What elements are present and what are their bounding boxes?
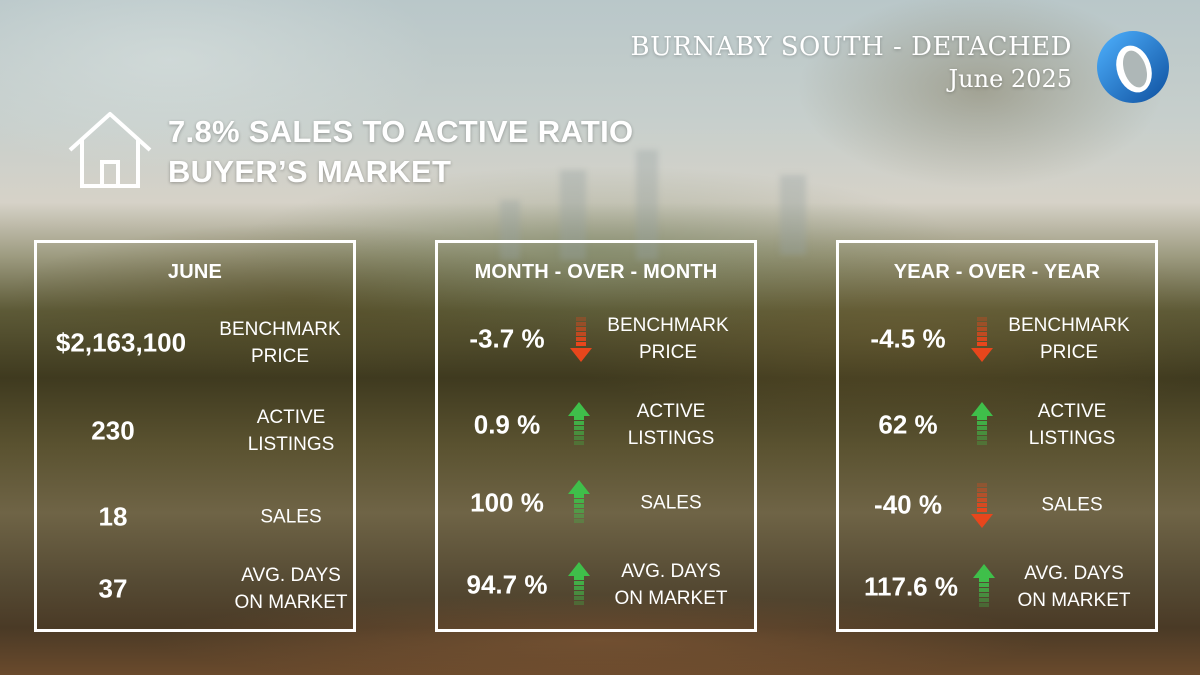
metric-row-benchmark-price: -4.5 % BENCHMARK PRICE: [839, 309, 1155, 369]
metric-value: 37: [98, 573, 128, 604]
metric-row-active-listings: 0.9 % ACTIVE LISTINGS: [438, 395, 754, 455]
panel-heading: YEAR - OVER - YEAR: [893, 261, 1101, 283]
metric-row-sales: -40 % SALES: [839, 475, 1155, 535]
metric-row-active-listings: 230 ACTIVE LISTINGS: [37, 401, 353, 461]
metric-row-avg-days: 37 AVG. DAYS ON MARKET: [37, 559, 353, 619]
metric-label: BENCHMARK PRICE: [607, 315, 729, 363]
red-down-arrow-icon: [570, 316, 592, 362]
metric-value: -40 %: [874, 489, 942, 520]
metric-value: 18: [98, 501, 128, 532]
panel-month-over-month: MONTH - OVER - MONTH -3.7 % BENCHMARK PR…: [435, 240, 757, 632]
blue-ring-logo: [1097, 31, 1169, 103]
metric-value: 0.9 %: [473, 409, 541, 440]
metric-value: $2,163,100: [55, 327, 187, 358]
metric-label: ACTIVE LISTINGS: [1028, 401, 1116, 449]
green-up-arrow-icon: [973, 564, 995, 610]
market-condition: BUYER’S MARKET: [168, 154, 452, 189]
report-period: June 2025: [948, 65, 1072, 93]
green-up-arrow-icon: [568, 480, 590, 526]
metric-row-benchmark-price: $2,163,100 BENCHMARK PRICE: [37, 313, 353, 373]
metric-value: -4.5 %: [870, 323, 946, 354]
background-tower: [500, 200, 520, 260]
metric-label: ACTIVE LISTINGS: [247, 407, 335, 455]
metric-row-sales: 100 % SALES: [438, 473, 754, 533]
metric-label: SALES: [260, 506, 322, 528]
panel-heading: JUNE: [167, 261, 223, 283]
metric-row-active-listings: 62 % ACTIVE LISTINGS: [839, 395, 1155, 455]
panel-june: JUNE $2,163,100 BENCHMARK PRICE 230 ACTI…: [34, 240, 356, 632]
metric-value: 62 %: [878, 409, 938, 440]
metric-row-benchmark-price: -3.7 % BENCHMARK PRICE: [438, 309, 754, 369]
background-tower: [780, 175, 806, 255]
metric-label: AVG. DAYS ON MARKET: [234, 565, 348, 613]
metric-label: ACTIVE LISTINGS: [627, 401, 715, 449]
panel-year-over-year: YEAR - OVER - YEAR -4.5 % BENCHMARK PRIC…: [836, 240, 1158, 632]
sales-to-active-ratio: 7.8% SALES TO ACTIVE RATIO: [168, 114, 634, 149]
title-block: BURNABY SOUTH - DETACHED June 2025: [631, 32, 1072, 94]
background-tower: [636, 150, 658, 260]
house-outline-icon: [68, 112, 152, 188]
market-summary: 7.8% SALES TO ACTIVE RATIO BUYER’S MARKE…: [168, 112, 633, 192]
metric-label: BENCHMARK PRICE: [219, 319, 341, 367]
metric-value: 117.6 %: [864, 571, 958, 602]
green-up-arrow-icon: [971, 402, 993, 448]
red-down-arrow-icon: [971, 482, 993, 528]
panel-heading: MONTH - OVER - MONTH: [474, 261, 718, 283]
metric-label: AVG. DAYS ON MARKET: [1017, 563, 1131, 611]
metric-value: 230: [91, 415, 135, 446]
green-up-arrow-icon: [568, 402, 590, 448]
red-down-arrow-icon: [971, 316, 993, 362]
metric-row-avg-days: 117.6 % AVG. DAYS ON MARKET: [839, 557, 1155, 617]
metric-value: 100 %: [470, 487, 544, 518]
metric-value: -3.7 %: [469, 323, 545, 354]
page-title: BURNABY SOUTH - DETACHED: [630, 32, 1072, 62]
metric-label: AVG. DAYS ON MARKET: [614, 561, 728, 609]
metric-value: 94.7 %: [466, 569, 548, 600]
metric-label: SALES: [640, 492, 702, 514]
metric-row-sales: 18 SALES: [37, 487, 353, 547]
metric-label: SALES: [1041, 494, 1103, 516]
green-up-arrow-icon: [568, 562, 590, 608]
metric-label: BENCHMARK PRICE: [1008, 315, 1130, 363]
metric-row-avg-days: 94.7 % AVG. DAYS ON MARKET: [438, 555, 754, 615]
background-tower: [560, 170, 586, 260]
